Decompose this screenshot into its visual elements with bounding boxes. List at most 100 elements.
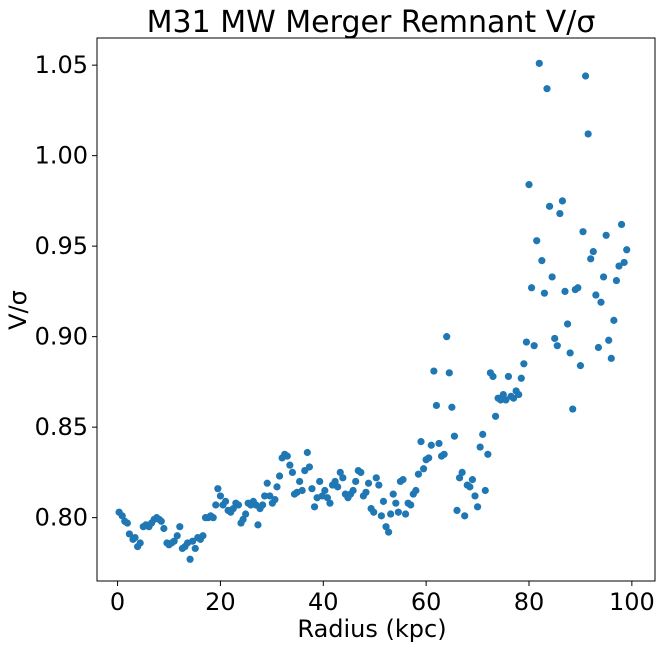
- data-point-155: [509, 394, 518, 402]
- data-point-79: [316, 477, 324, 486]
- data-point-28: [189, 537, 197, 545]
- data-point-167: [540, 289, 549, 297]
- data-point-189: [597, 298, 605, 306]
- data-points: [115, 59, 631, 563]
- data-point-124: [430, 367, 438, 375]
- data-point-32: [199, 532, 207, 540]
- y-tick-label: 0.95: [35, 232, 88, 260]
- y-tick-label: 0.90: [35, 323, 88, 351]
- data-point-17: [160, 524, 168, 533]
- data-point-37: [212, 501, 220, 509]
- data-point-195: [612, 276, 621, 285]
- data-point-173: [556, 209, 564, 218]
- data-point-196: [615, 262, 623, 270]
- data-point-62: [273, 483, 281, 491]
- data-point-44: [229, 505, 237, 513]
- data-point-122: [425, 454, 433, 462]
- data-point-172: [553, 342, 561, 350]
- data-point-110: [394, 508, 402, 516]
- data-point-148: [491, 412, 500, 420]
- data-point-144: [481, 486, 489, 495]
- data-point-54: [254, 521, 262, 529]
- data-point-115: [407, 501, 415, 509]
- data-point-191: [602, 231, 610, 239]
- data-point-103: [377, 512, 385, 520]
- data-point-74: [303, 448, 311, 457]
- data-point-143: [479, 430, 487, 438]
- data-point-41: [221, 497, 230, 505]
- data-point-108: [389, 490, 397, 498]
- data-point-164: [533, 237, 541, 245]
- data-point-86: [334, 483, 342, 491]
- data-point-162: [527, 284, 536, 292]
- data-point-165: [535, 59, 543, 67]
- data-point-72: [298, 486, 306, 495]
- data-point-120: [419, 465, 428, 473]
- data-point-133: [453, 506, 461, 515]
- data-point-125: [432, 401, 441, 410]
- data-point-136: [461, 512, 469, 520]
- data-point-75: [305, 463, 313, 471]
- data-point-57: [261, 492, 269, 500]
- data-point-56: [259, 501, 267, 509]
- data-point-192: [605, 336, 613, 344]
- data-point-107: [387, 510, 395, 518]
- data-point-141: [473, 503, 482, 511]
- data-point-63: [275, 472, 284, 480]
- data-point-140: [471, 492, 479, 500]
- data-point-8: [136, 539, 144, 547]
- data-point-29: [191, 544, 199, 553]
- data-point-194: [610, 316, 618, 324]
- y-axis-label: V/σ: [4, 290, 32, 330]
- x-tick-label: 0: [110, 588, 125, 616]
- data-point-142: [476, 443, 484, 451]
- data-point-113: [401, 510, 410, 518]
- data-point-138: [466, 483, 474, 491]
- data-point-147: [489, 372, 497, 381]
- data-point-1: [118, 512, 126, 520]
- data-point-139: [468, 476, 477, 484]
- data-point-131: [448, 403, 456, 411]
- data-point-180: [574, 284, 582, 292]
- data-point-183: [581, 72, 590, 80]
- data-point-151: [499, 390, 507, 399]
- data-point-153: [504, 372, 513, 381]
- data-point-97: [362, 488, 370, 496]
- data-point-77: [310, 503, 319, 511]
- data-point-197: [617, 220, 626, 229]
- data-point-187: [592, 291, 600, 299]
- data-point-23: [176, 523, 184, 531]
- data-point-184: [584, 130, 592, 138]
- data-point-93: [352, 477, 360, 486]
- data-point-92: [349, 486, 357, 495]
- data-point-177: [566, 349, 574, 357]
- data-point-190: [599, 273, 608, 281]
- data-point-188: [594, 343, 603, 352]
- data-point-161: [525, 181, 533, 189]
- data-point-193: [607, 354, 615, 362]
- data-point-126: [435, 439, 443, 448]
- y-tick-label: 0.80: [35, 504, 88, 532]
- data-point-102: [375, 481, 383, 489]
- data-point-61: [271, 495, 279, 504]
- data-point-46: [234, 501, 243, 509]
- chart-title: M31 MW Merger Remnant V/σ: [147, 5, 596, 40]
- data-point-166: [538, 257, 546, 265]
- x-tick-label: 60: [411, 588, 442, 616]
- data-point-160: [522, 338, 531, 346]
- data-point-68: [288, 468, 297, 476]
- data-point-117: [412, 486, 420, 495]
- data-point-98: [364, 479, 373, 487]
- data-point-112: [399, 476, 407, 484]
- data-point-169: [545, 202, 554, 210]
- data-point-181: [576, 362, 585, 370]
- x-axis: 0 20 40 60 80 100: [110, 581, 655, 616]
- data-point-152: [502, 396, 510, 404]
- data-point-82: [323, 494, 331, 502]
- data-point-16: [157, 517, 165, 525]
- data-point-150: [497, 396, 505, 404]
- data-point-58: [263, 479, 271, 487]
- data-point-4: [125, 530, 133, 538]
- data-point-145: [484, 450, 492, 458]
